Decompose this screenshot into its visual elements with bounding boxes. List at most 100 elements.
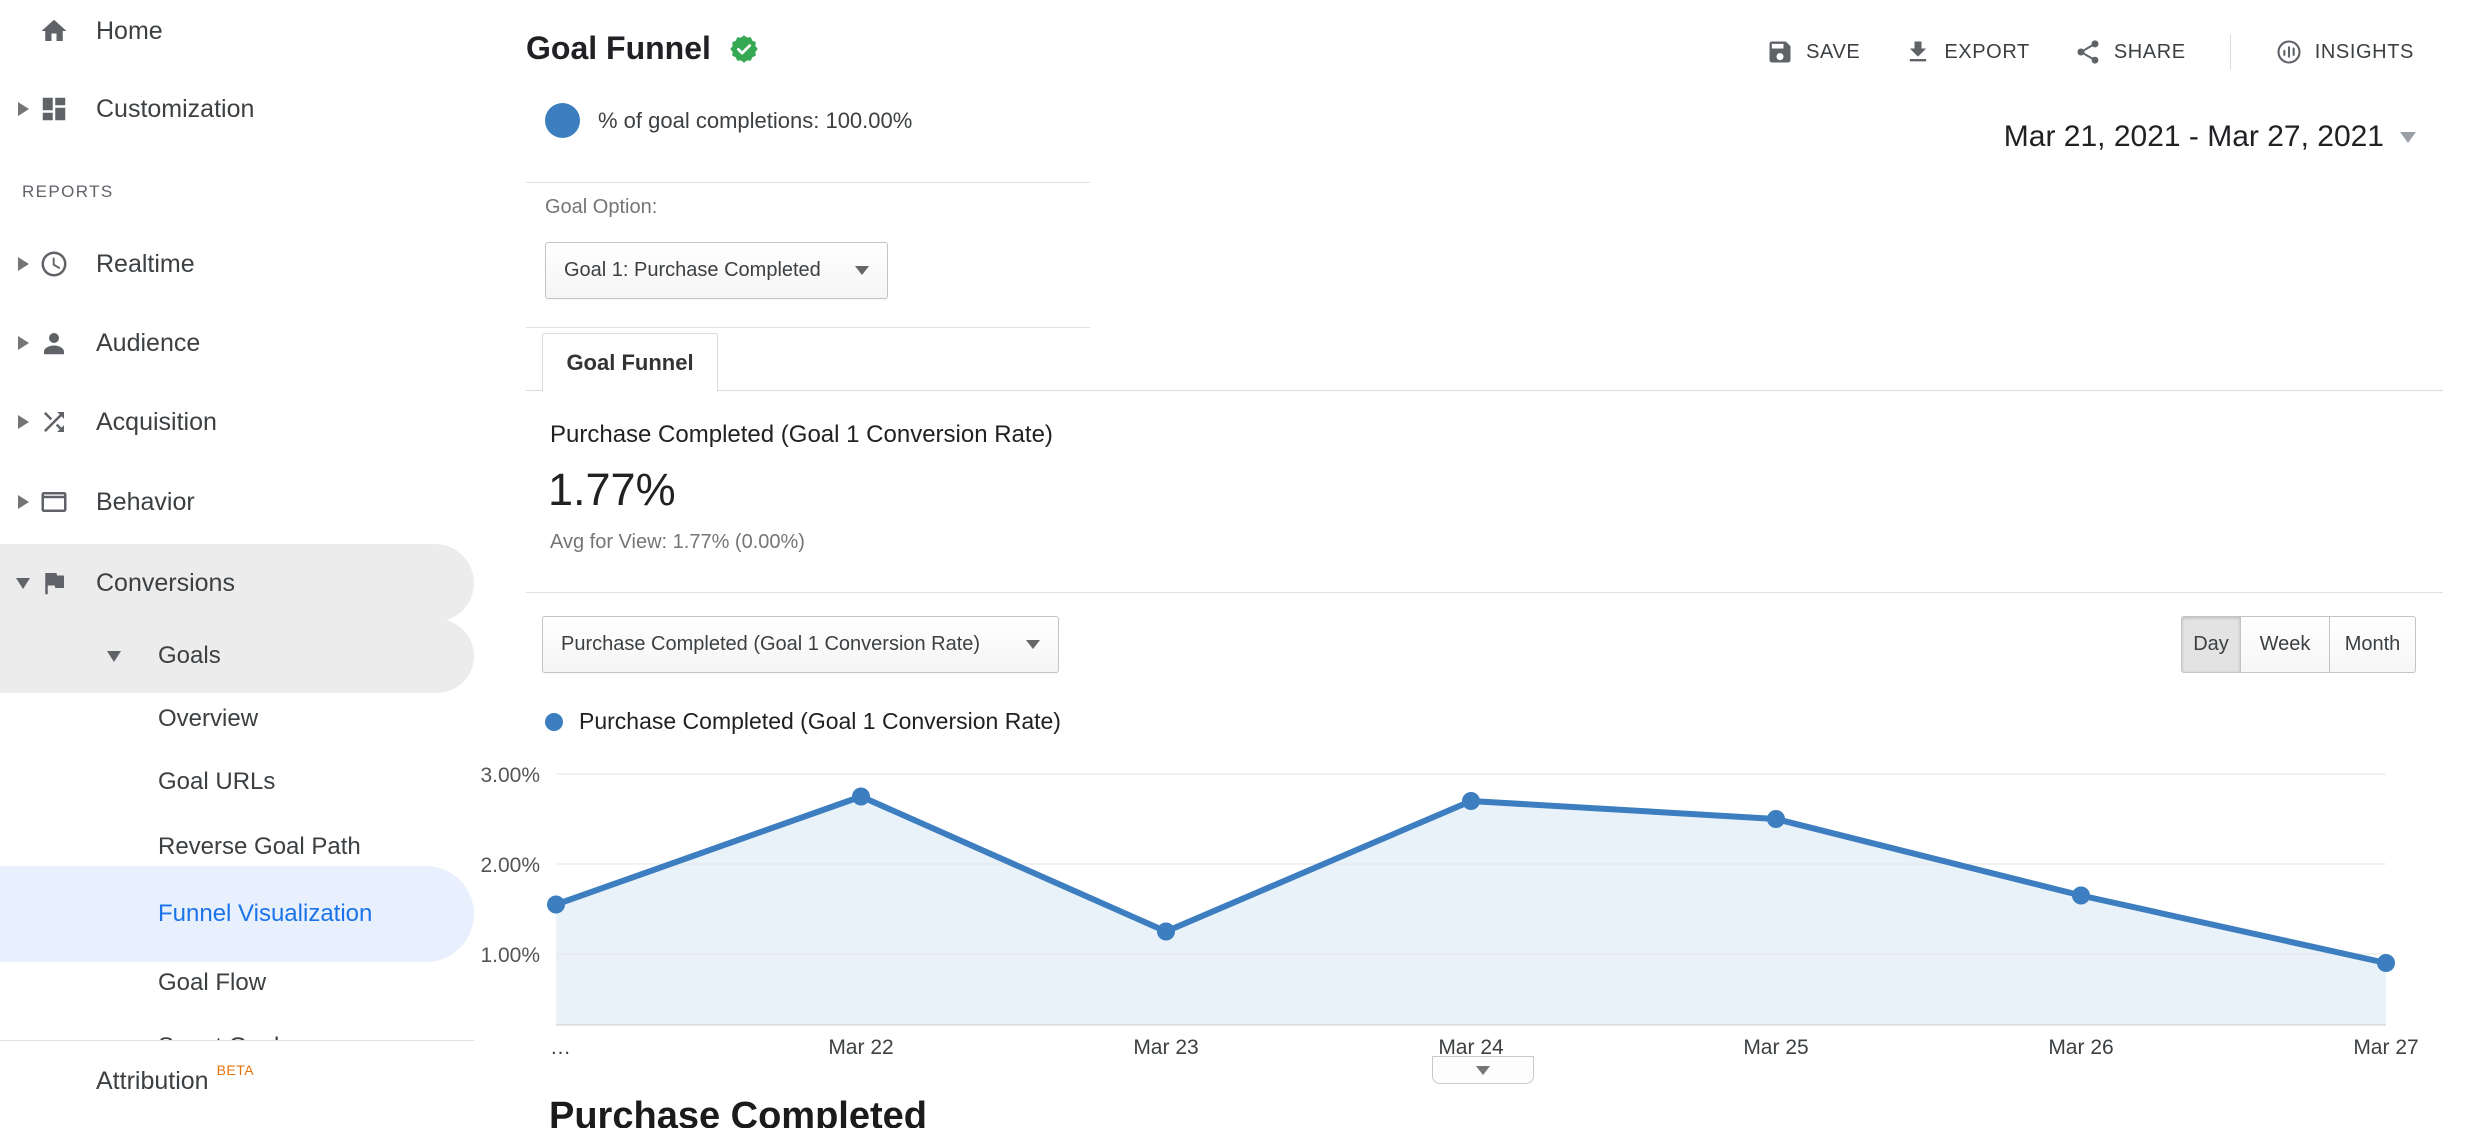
date-range-selector[interactable]: Mar 21, 2021 - Mar 27, 2021	[2004, 120, 2416, 154]
metric-selector-value: Purchase Completed (Goal 1 Conversion Ra…	[561, 633, 981, 655]
chevron-right-icon	[17, 257, 29, 271]
granularity-week-button[interactable]: Week	[2240, 616, 2330, 673]
svg-text:3.00%: 3.00%	[480, 764, 540, 787]
sidebar-item-label: Funnel Visualization	[158, 899, 373, 927]
metric-name: Purchase Completed (Goal 1 Conversion Ra…	[550, 421, 1053, 448]
metric-selector[interactable]: Purchase Completed (Goal 1 Conversion Ra…	[542, 616, 1059, 673]
sidebar-item-label: Realtime	[96, 249, 195, 278]
granularity-toggle: Day Week Month	[2181, 616, 2416, 673]
svg-text:1.00%: 1.00%	[480, 944, 540, 967]
verified-check-icon	[729, 34, 759, 64]
share-icon	[2074, 38, 2102, 66]
goal-option-select[interactable]: Goal 1: Purchase Completed	[545, 242, 888, 299]
tab-goal-funnel[interactable]: Goal Funnel	[542, 333, 718, 392]
sidebar-item-acquisition[interactable]: Acquisition	[0, 383, 474, 461]
chart-legend: Purchase Completed (Goal 1 Conversion Ra…	[545, 708, 1061, 735]
sidebar-item-smart-goals[interactable]: Smart Goals	[0, 1033, 474, 1040]
sidebar-item-goals[interactable]: Goals	[0, 619, 474, 693]
sidebar-item-conversions[interactable]: Conversions	[0, 544, 474, 622]
sidebar-divider	[0, 1040, 474, 1041]
sidebar-item-goal-flow[interactable]: Goal Flow	[0, 952, 474, 1014]
svg-text:Mar 25: Mar 25	[1743, 1036, 1808, 1059]
audience-icon	[37, 328, 71, 358]
summary-divider	[526, 592, 2443, 593]
chevron-right-icon	[17, 415, 29, 429]
segment-panel-divider	[526, 182, 1090, 183]
goal-trend-chart: 1.00% 2.00% 3.00% … Mar 22 Mar 23 Mar 24 Mar 25…	[480, 754, 2418, 1059]
insights-label: INSIGHTS	[2314, 40, 2414, 63]
chart-expand-button[interactable]	[1432, 1056, 1534, 1084]
segment-label: % of goal completions: 100.00%	[598, 107, 913, 133]
sidebar-item-label: Conversions	[96, 568, 235, 597]
home-icon	[37, 16, 71, 46]
share-label: SHARE	[2113, 40, 2186, 63]
sidebar-item-label: Reverse Goal Path	[158, 833, 361, 860]
sidebar-item-home[interactable]: Home	[0, 0, 474, 62]
insights-icon	[2275, 38, 2303, 66]
tab-label: Goal Funnel	[566, 350, 694, 375]
date-range-value: Mar 21, 2021 - Mar 27, 2021	[2003, 120, 2384, 153]
metric-value: 1.77%	[548, 464, 676, 515]
svg-text:Mar 26: Mar 26	[2048, 1036, 2113, 1059]
report-header: Goal Funnel	[526, 30, 759, 67]
sidebar-item-behavior[interactable]: Behavior	[0, 463, 474, 541]
save-button[interactable]: SAVE	[1766, 38, 1860, 66]
sidebar-item-label: Smart Goals	[158, 1033, 291, 1040]
share-button[interactable]: SHARE	[2074, 38, 2186, 66]
sidebar-item-label: Goal Flow	[158, 969, 267, 996]
sidebar-item-audience[interactable]: Audience	[0, 304, 474, 382]
beta-badge: BETA	[216, 1062, 255, 1078]
legend-dot	[545, 712, 563, 731]
export-label: EXPORT	[1944, 40, 2030, 63]
goal-option-divider	[526, 327, 1090, 328]
tab-bar-line	[526, 390, 2443, 391]
page-title: Goal Funnel	[526, 30, 711, 66]
sidebar-item-label: Customization	[96, 94, 255, 123]
sidebar-item-label: Acquisition	[96, 407, 217, 436]
sidebar-item-goal-urls[interactable]: Goal URLs	[0, 751, 474, 813]
conversions-icon	[37, 568, 71, 598]
insights-button[interactable]: INSIGHTS	[2275, 38, 2414, 66]
chevron-down-icon	[1026, 640, 1040, 649]
chevron-right-icon	[17, 336, 29, 350]
export-button[interactable]: EXPORT	[1904, 38, 2029, 66]
sidebar-item-label: Home	[96, 16, 163, 45]
segment-chip[interactable]: % of goal completions: 100.00%	[545, 103, 912, 138]
svg-text:2.00%: 2.00%	[480, 854, 540, 877]
sidebar-nav: Home Customization REPORTS Realtime Audi…	[0, 0, 474, 1128]
export-icon	[1904, 38, 1932, 66]
legend-label: Purchase Completed (Goal 1 Conversion Ra…	[579, 708, 1061, 734]
save-icon	[1766, 38, 1794, 66]
chevron-right-icon	[17, 102, 29, 116]
save-label: SAVE	[1806, 40, 1861, 63]
sidebar-item-attribution[interactable]: Attribution BETA	[0, 1050, 474, 1112]
chevron-down-icon	[855, 266, 869, 275]
granularity-day-button[interactable]: Day	[2181, 616, 2241, 673]
sidebar-item-label: Audience	[96, 328, 201, 357]
svg-text:Mar 27: Mar 27	[2353, 1036, 2418, 1059]
sidebar-item-label: Behavior	[96, 487, 195, 516]
chevron-down-icon	[1476, 1065, 1490, 1075]
sidebar-item-realtime[interactable]: Realtime	[0, 225, 474, 303]
sidebar-item-customization[interactable]: Customization	[0, 70, 474, 148]
report-actions: SAVE EXPORT SHARE INSIGHTS	[1766, 34, 2414, 70]
sidebar-item-label: Overview	[158, 705, 259, 732]
sidebar-item-funnel-visualization[interactable]: Funnel Visualization	[0, 866, 474, 962]
svg-text:Mar 22: Mar 22	[828, 1036, 893, 1059]
goal-option-label: Goal Option:	[545, 196, 658, 218]
behavior-icon	[37, 487, 71, 517]
realtime-icon	[37, 249, 71, 279]
svg-text:Mar 23: Mar 23	[1133, 1036, 1198, 1059]
chevron-down-icon	[2400, 131, 2416, 143]
sidebar-item-overview[interactable]: Overview	[0, 688, 474, 750]
granularity-month-button[interactable]: Month	[2329, 616, 2416, 673]
chevron-down-icon	[16, 577, 30, 589]
funnel-section-heading: Purchase Completed	[549, 1095, 927, 1128]
chevron-down-icon	[107, 650, 121, 662]
sidebar-item-reverse-goal-path[interactable]: Reverse Goal Path	[0, 816, 474, 878]
metric-average: Avg for View: 1.77% (0.00%)	[550, 531, 805, 553]
chevron-right-icon	[17, 495, 29, 509]
svg-text:Mar 24: Mar 24	[1438, 1036, 1504, 1059]
svg-text:…: …	[550, 1036, 571, 1059]
goal-option-value: Goal 1: Purchase Completed	[564, 259, 821, 281]
